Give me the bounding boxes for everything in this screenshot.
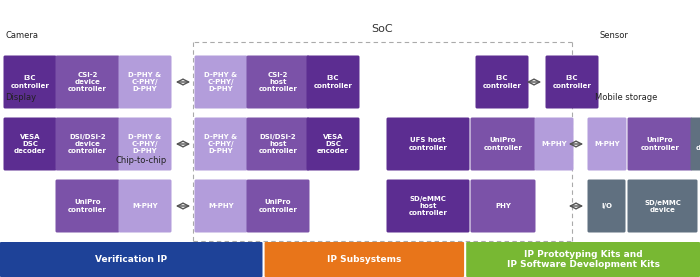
Text: VESA
DSC
encoder: VESA DSC encoder (317, 134, 349, 154)
FancyBboxPatch shape (246, 117, 309, 171)
FancyBboxPatch shape (466, 242, 700, 277)
Text: Display: Display (5, 93, 36, 102)
Text: SD/eMMC
host
controller: SD/eMMC host controller (409, 196, 447, 216)
Text: I3C
controller: I3C controller (552, 76, 592, 88)
FancyBboxPatch shape (195, 117, 248, 171)
FancyBboxPatch shape (475, 55, 528, 109)
Text: D-PHY &
C-PHY/
D-PHY: D-PHY & C-PHY/ D-PHY (204, 134, 237, 154)
Text: I3C
controller: I3C controller (482, 76, 522, 88)
Text: I3C
controller: I3C controller (10, 76, 50, 88)
Text: SoC: SoC (372, 24, 393, 34)
Text: UniPro
controller: UniPro controller (68, 199, 107, 212)
FancyBboxPatch shape (246, 179, 309, 232)
FancyBboxPatch shape (246, 55, 309, 109)
Text: M-PHY: M-PHY (541, 141, 567, 147)
Text: M-PHY: M-PHY (208, 203, 234, 209)
Text: DSI/DSI-2
device
controller: DSI/DSI-2 device controller (68, 134, 107, 154)
Text: Sensor: Sensor (600, 31, 629, 40)
Text: D-PHY &
C-PHY/
D-PHY: D-PHY & C-PHY/ D-PHY (204, 72, 237, 92)
Text: UFS host
controller: UFS host controller (409, 137, 447, 150)
FancyBboxPatch shape (55, 179, 120, 232)
FancyBboxPatch shape (690, 117, 700, 171)
FancyBboxPatch shape (470, 179, 536, 232)
FancyBboxPatch shape (55, 55, 120, 109)
FancyBboxPatch shape (4, 55, 57, 109)
FancyBboxPatch shape (386, 117, 470, 171)
Text: CSI-2
host
controller: CSI-2 host controller (258, 72, 298, 92)
FancyBboxPatch shape (195, 179, 248, 232)
FancyBboxPatch shape (118, 117, 172, 171)
FancyBboxPatch shape (55, 117, 120, 171)
FancyBboxPatch shape (587, 179, 626, 232)
FancyBboxPatch shape (307, 117, 360, 171)
FancyBboxPatch shape (0, 242, 262, 277)
Text: D-PHY &
C-PHY/
D-PHY: D-PHY & C-PHY/ D-PHY (128, 72, 162, 92)
Text: M-PHY: M-PHY (594, 141, 620, 147)
Text: Chip-to-chip: Chip-to-chip (115, 156, 167, 165)
Text: IP Subsystems: IP Subsystems (327, 255, 402, 264)
FancyBboxPatch shape (4, 117, 57, 171)
FancyBboxPatch shape (118, 55, 172, 109)
Text: Camera: Camera (5, 31, 38, 40)
FancyBboxPatch shape (470, 117, 536, 171)
FancyBboxPatch shape (386, 179, 470, 232)
Text: IP Prototyping Kits and
IP Software Development Kits: IP Prototyping Kits and IP Software Deve… (507, 250, 659, 269)
Text: UFS
device: UFS device (696, 137, 700, 150)
Text: Mobile storage: Mobile storage (595, 93, 657, 102)
FancyBboxPatch shape (627, 117, 692, 171)
Text: CSI-2
device
controller: CSI-2 device controller (68, 72, 107, 92)
FancyBboxPatch shape (587, 117, 626, 171)
Text: D-PHY &
C-PHY/
D-PHY: D-PHY & C-PHY/ D-PHY (128, 134, 162, 154)
Text: UniPro
controller: UniPro controller (640, 137, 680, 150)
FancyBboxPatch shape (535, 117, 573, 171)
Text: VESA
DSC
decoder: VESA DSC decoder (14, 134, 46, 154)
Text: UniPro
controller: UniPro controller (258, 199, 298, 212)
FancyBboxPatch shape (195, 55, 248, 109)
FancyBboxPatch shape (307, 55, 360, 109)
FancyBboxPatch shape (627, 179, 697, 232)
FancyBboxPatch shape (118, 179, 172, 232)
Text: SD/eMMC
device: SD/eMMC device (644, 199, 681, 212)
FancyBboxPatch shape (265, 242, 464, 277)
Text: Verification IP: Verification IP (95, 255, 167, 264)
Text: DSI/DSI-2
host
controller: DSI/DSI-2 host controller (258, 134, 298, 154)
Text: I/O: I/O (601, 203, 612, 209)
FancyBboxPatch shape (545, 55, 598, 109)
Text: PHY: PHY (495, 203, 511, 209)
Text: I3C
controller: I3C controller (314, 76, 352, 88)
Text: UniPro
controller: UniPro controller (484, 137, 522, 150)
Text: M-PHY: M-PHY (132, 203, 158, 209)
